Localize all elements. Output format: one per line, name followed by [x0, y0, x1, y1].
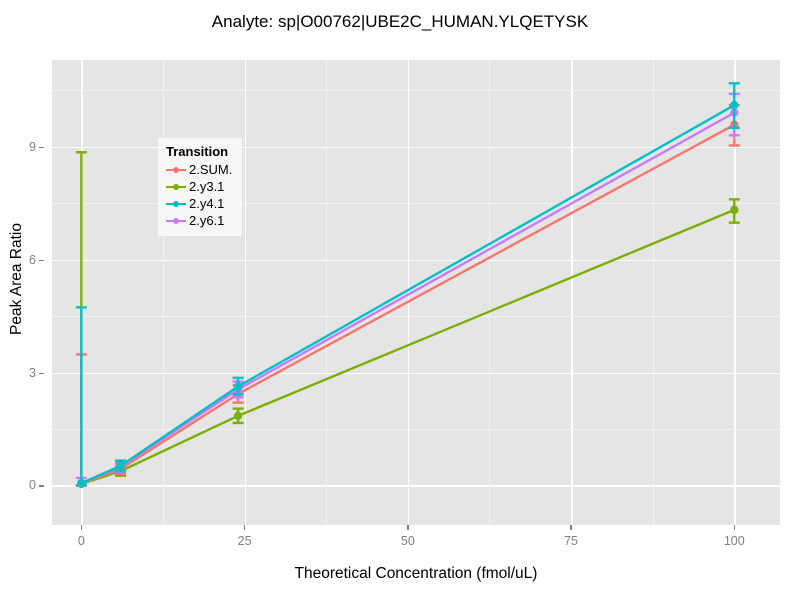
gridline-major-vertical: [734, 60, 736, 525]
y-tick-label: 9: [29, 139, 36, 154]
chart-title: Analyte: sp|O00762|UBE2C_HUMAN.YLQETYSK: [211, 12, 589, 31]
x-axis-tick-group: 0 25 50 75 100: [52, 525, 780, 555]
gridline-major-horizontal: [52, 146, 780, 149]
x-tick-label: 75: [564, 534, 579, 548]
gridline-major-horizontal: [52, 485, 780, 488]
legend-key-icon: [166, 162, 186, 177]
plot-panel: Transition 2.SUM. 2.y3.1 2.y4.1 2.y6.1: [52, 60, 780, 525]
y-tick-mark: [39, 485, 44, 487]
x-tick-mark: [243, 525, 246, 530]
x-tick-mark: [80, 525, 83, 530]
gridline-minor-horizontal: [52, 428, 780, 430]
x-tick-mark: [407, 525, 409, 530]
series-2-y4-1: [75, 82, 740, 488]
x-tick-label: 100: [723, 534, 745, 548]
legend-key-icon: [166, 196, 186, 211]
x-axis-title: Theoretical Concentration (fmol/uL): [294, 565, 538, 582]
data-point: [233, 411, 243, 421]
gridline-minor-horizontal: [52, 203, 780, 205]
legend-item-2-sum[interactable]: 2.SUM.: [166, 161, 232, 178]
x-tick-label: 0: [77, 534, 85, 548]
data-point: [730, 205, 739, 215]
legend-title: Transition: [166, 144, 229, 159]
y-tick-label: 6: [29, 252, 36, 267]
legend-item-2-y6-1[interactable]: 2.y6.1: [166, 212, 232, 229]
legend-label: 2.y6.1: [189, 213, 225, 228]
x-tick-label: 50: [400, 534, 415, 548]
gridline-major-vertical: [571, 60, 573, 525]
y-tick-mark: [39, 372, 44, 374]
legend-key-icon: [166, 213, 186, 228]
legend-label: 2.y4.1: [189, 196, 225, 211]
gridline-major-horizontal: [52, 372, 780, 375]
gridline-minor-horizontal: [52, 316, 780, 318]
plot-svg: [75, 82, 740, 489]
y-tick-label: 3: [29, 365, 36, 380]
data-point: [730, 100, 739, 110]
legend-label: 2.y3.1: [189, 179, 225, 194]
gridline-major-vertical: [244, 60, 247, 525]
data-point: [77, 479, 86, 488]
legend-item-2-y3-1[interactable]: 2.y3.1: [166, 178, 232, 195]
gridline-minor-vertical: [652, 60, 654, 525]
legend-item-2-y4-1[interactable]: 2.y4.1: [166, 195, 232, 212]
gridline-minor-vertical: [162, 60, 164, 525]
gridline-major-vertical: [407, 60, 410, 525]
x-tick-mark: [733, 525, 735, 530]
gridline-minor-horizontal: [52, 90, 780, 92]
gridline-minor-vertical: [326, 60, 328, 525]
data-point: [116, 461, 125, 471]
y-tick-label: 0: [29, 478, 36, 493]
y-axis-title: Peak Area Ratio: [8, 223, 25, 336]
x-tick-label: 25: [237, 534, 252, 548]
gridline-minor-vertical: [489, 60, 491, 525]
legend: Transition 2.SUM. 2.y3.1 2.y4.1 2.y6.1: [158, 138, 243, 236]
y-tick-mark: [39, 259, 44, 261]
legend-label: 2.SUM.: [189, 162, 233, 177]
legend-entries: 2.SUM. 2.y3.1 2.y4.1 2.y6.1: [166, 161, 232, 229]
legend-key-icon: [166, 179, 186, 194]
series-line: [81, 208, 735, 486]
data-point: [233, 382, 243, 391]
x-tick-mark: [570, 525, 572, 530]
y-tick-mark: [39, 146, 44, 148]
y-axis-tick-group: 0 3 6 9: [0, 60, 44, 525]
gridline-major-horizontal: [52, 259, 780, 262]
series-line: [80, 104, 735, 485]
